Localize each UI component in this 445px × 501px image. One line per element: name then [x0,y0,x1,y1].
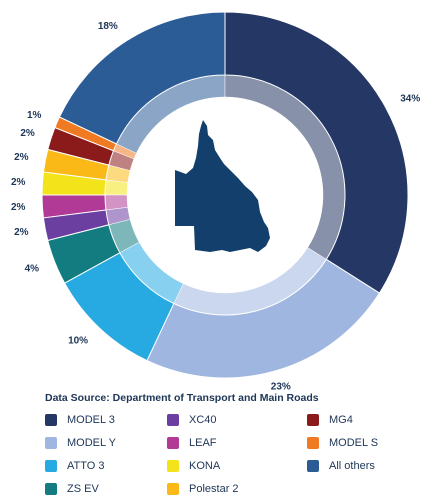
outer-slice [42,209,110,242]
outer-slice [41,194,107,219]
legend-swatch [45,437,57,449]
outer-slice [47,224,121,284]
inner-slice [104,179,129,196]
legend-label: ZS EV [67,483,99,495]
source-note: Data Source: Department of Transport and… [45,392,319,404]
legend-swatch [167,414,179,426]
outer-slice [63,252,175,362]
value-label: 1% [27,110,42,121]
legend-swatch [167,460,179,472]
value-label: 18% [98,21,118,32]
legend-swatch [307,437,319,449]
outer-slice [224,11,409,294]
value-label: 23% [271,382,291,393]
legend-swatch [45,483,57,495]
value-label: 2% [14,227,29,238]
legend-label: KONA [189,460,221,472]
legend-swatch [45,414,57,426]
legend-label: MODEL S [329,437,378,449]
legend-swatch [167,483,179,495]
legend-label: MODEL Y [67,437,117,449]
queensland-map [175,120,270,252]
value-label: 10% [68,335,88,346]
value-label: 2% [14,152,29,163]
outer-slice [146,258,381,379]
legend-swatch [167,437,179,449]
value-label: 2% [20,128,35,139]
value-label: 2% [11,177,26,188]
legend-label: MG4 [329,414,353,426]
outer-slice [54,116,118,152]
legend-label: XC40 [189,414,217,426]
legend-label: All others [329,460,375,472]
value-label: 4% [25,263,40,274]
outer-slice [47,126,115,166]
legend-swatch [45,460,57,472]
value-label: 34% [400,93,420,104]
value-label: 2% [11,202,26,213]
legend-swatch [307,460,319,472]
outer-slice [42,148,110,181]
legend-label: MODEL 3 [67,414,115,426]
outer-slice [41,171,107,196]
legend-swatch [307,414,319,426]
legend-label: LEAF [189,437,217,449]
legend-label: ATTO 3 [67,460,105,472]
legend-label: Polestar 2 [189,483,239,495]
